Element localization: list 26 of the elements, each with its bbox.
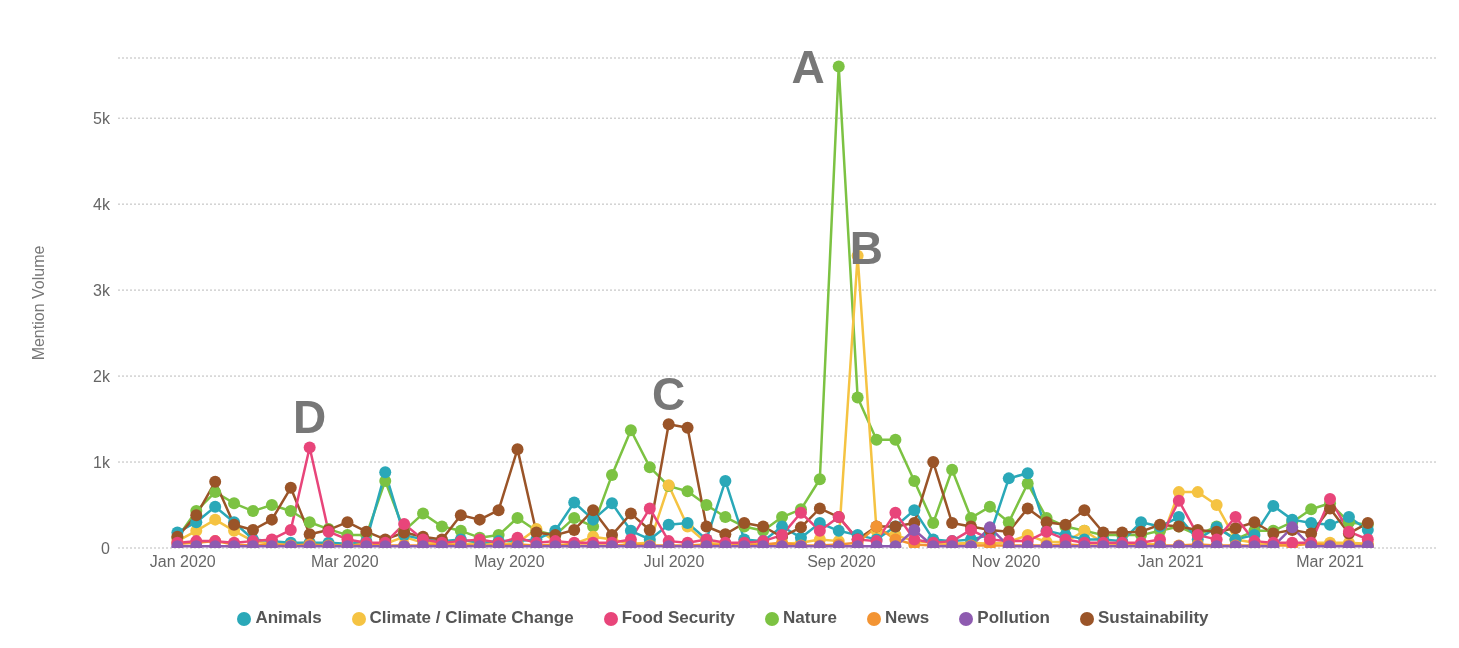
legend-label: Pollution <box>977 608 1051 627</box>
x-tick-label: Sep 2020 <box>807 553 876 571</box>
x-tick-label: May 2020 <box>474 553 545 571</box>
legend-label: News <box>884 608 930 627</box>
legend-label: Food Security <box>621 608 736 627</box>
x-tick-label: Jul 2020 <box>643 553 705 571</box>
y-tick-label: 4k <box>93 195 111 213</box>
legend-label: Sustainability <box>1098 608 1209 627</box>
annotation: A <box>791 40 825 93</box>
x-tick-label: Mar 2020 <box>310 553 379 571</box>
annotation: D <box>293 391 327 444</box>
y-tick-label: 3k <box>93 281 111 299</box>
annotation: B <box>849 221 883 274</box>
y-tick-label: 5k <box>93 109 111 127</box>
x-tick-label: Nov 2020 <box>971 553 1041 571</box>
x-tick-label: Mar 2021 <box>1296 553 1364 571</box>
legend-label: Animals <box>255 608 322 627</box>
y-tick-label: 0 <box>101 539 111 557</box>
legend-label: Climate / Climate Change <box>369 608 574 627</box>
y-tick-label: 1k <box>93 453 111 471</box>
x-tick-label: Jan 2020 <box>149 553 216 571</box>
legend-label: Nature <box>783 608 837 627</box>
y-tick-label: 2k <box>93 367 111 385</box>
annotation: C <box>652 368 686 421</box>
x-tick-label: Jan 2021 <box>1137 553 1204 571</box>
y-axis-title: Mention Volume <box>29 245 47 361</box>
